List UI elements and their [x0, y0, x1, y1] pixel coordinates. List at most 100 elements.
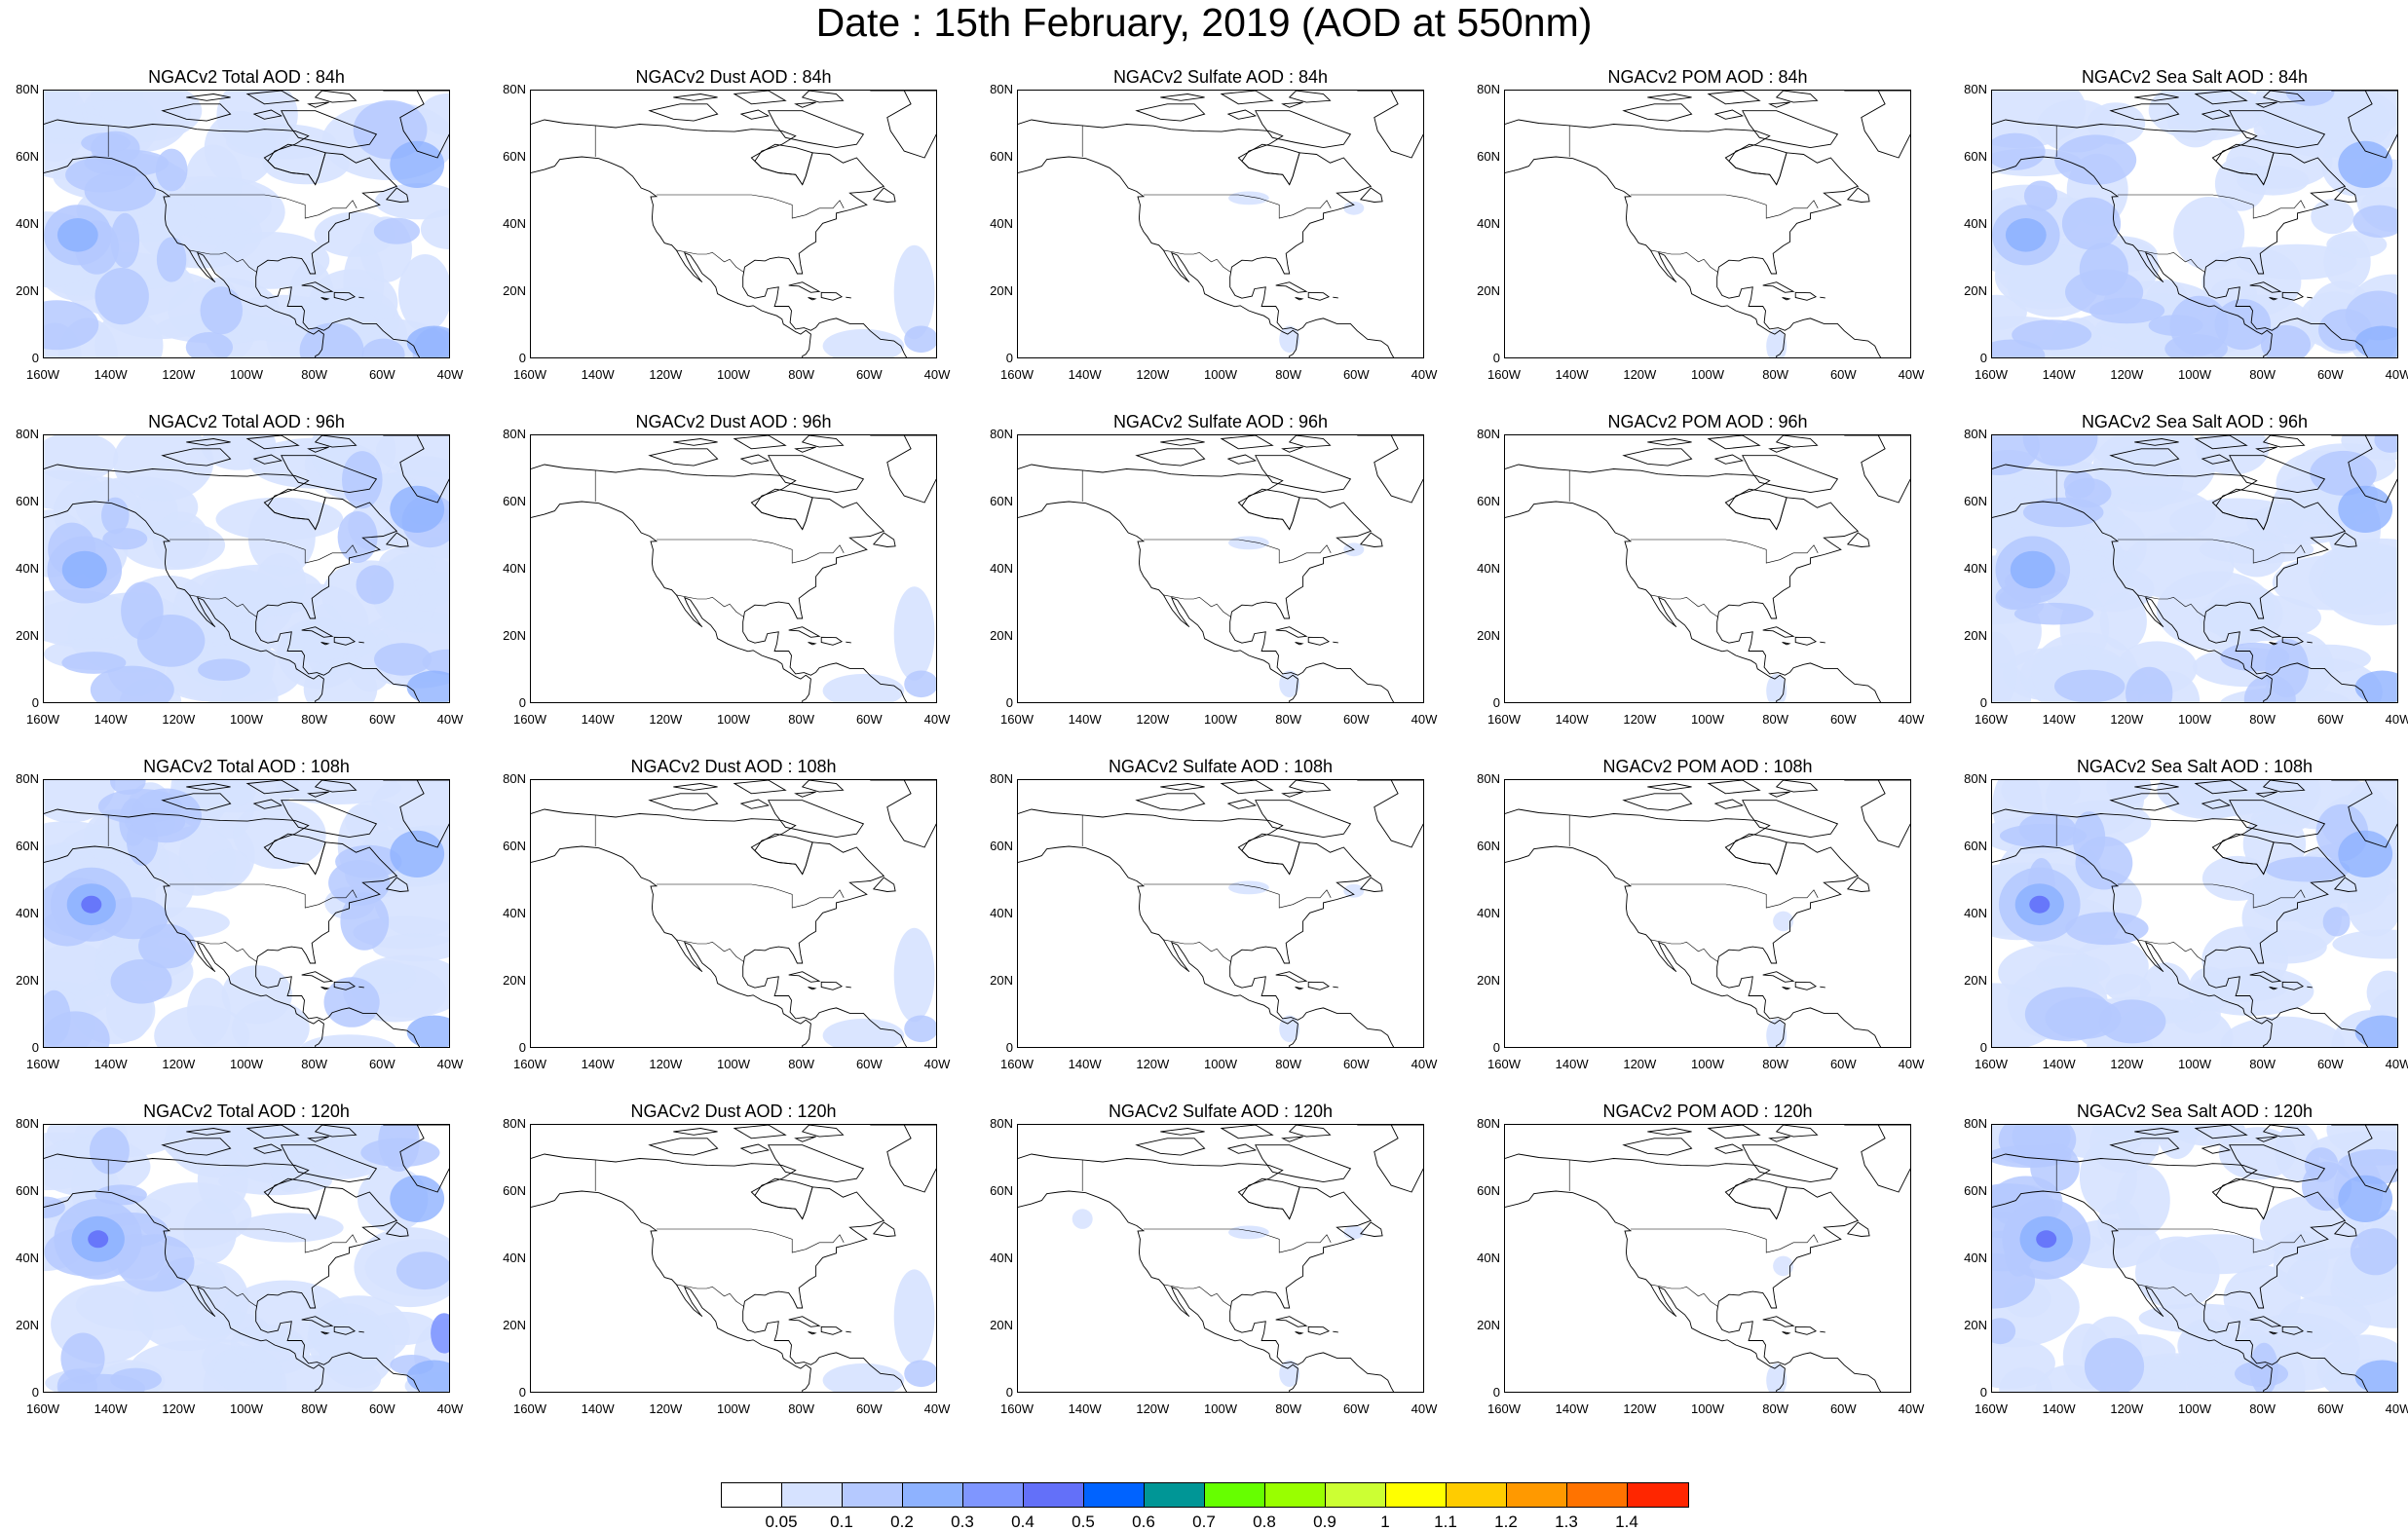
lon-tick-label: 160W — [26, 1057, 59, 1071]
island-coastline — [794, 791, 816, 798]
colorbar — [721, 1482, 1689, 1508]
island-coastline — [1288, 780, 1332, 793]
us-mexico-border — [1163, 594, 1231, 617]
coastlines — [1018, 435, 1423, 702]
aod-field — [1072, 1209, 1365, 1388]
map-panel: NGACv2 Dust AOD : 120h 80N 60N 40N 20N 0 160W 1… — [487, 1101, 980, 1432]
colorbar-label: 1.3 — [1555, 1512, 1578, 1531]
colorbar-label: 1.1 — [1434, 1512, 1457, 1531]
lon-tick-label: 80W — [2249, 712, 2276, 727]
lon-tick-label: 40W — [1898, 367, 1925, 382]
island-coastline — [1713, 799, 1745, 809]
island-coastline — [1794, 1326, 1818, 1335]
island-coastline — [2262, 780, 2306, 793]
lon-tick-label: 100W — [230, 1401, 263, 1416]
island-coastline — [1794, 636, 1818, 646]
hudson-bay-coastline — [1237, 143, 1300, 186]
lat-tick-label: 40N — [990, 1251, 1013, 1265]
lat-tick-label: 80N — [990, 82, 1013, 96]
island-coastline — [1160, 783, 1205, 791]
island-coastline — [648, 448, 719, 467]
lat-tick-label: 0 — [1492, 1385, 1500, 1400]
lat-tick-label: 60N — [1964, 494, 1987, 508]
lon-tick-label: 80W — [788, 1401, 815, 1416]
lat-tick-label: 60N — [16, 149, 39, 164]
us-canada-border — [169, 194, 357, 219]
lat-tick-label: 0 — [1492, 351, 1500, 365]
island-coastline — [1820, 986, 1825, 989]
aod-field — [1992, 1125, 2397, 1392]
island-coastline — [846, 1330, 851, 1333]
island-coastline — [1160, 1128, 1205, 1136]
island-coastline — [2109, 793, 2180, 811]
map-frame — [530, 779, 937, 1048]
map-frame — [1991, 90, 2398, 358]
lat-tick-label: 0 — [518, 695, 526, 710]
lon-tick-label: 100W — [1691, 1057, 1724, 1071]
lat-tick-label: 80N — [503, 427, 526, 441]
island-coastline — [1333, 986, 1338, 989]
aod-field — [44, 91, 449, 357]
lon-tick-label: 120W — [162, 1401, 196, 1416]
hudson-bay-coastline — [1237, 1177, 1300, 1220]
island-coastline — [801, 780, 845, 793]
lat-tick-label: 0 — [1005, 351, 1013, 365]
island-coastline — [2307, 296, 2313, 299]
panel-title: NGACv2 Total AOD : 84h — [148, 67, 345, 87]
island-coastline — [301, 971, 334, 983]
lon-tick-label: 60W — [2316, 1401, 2344, 1416]
map-panel: NGACv2 POM AOD : 84h 80N 60N 40N 20N 0 160W 140… — [1461, 66, 1954, 397]
us-mexico-border — [676, 594, 744, 617]
map-panel: NGACv2 Total AOD : 108h 80N 60N 40N 20N 0 160W… — [0, 756, 493, 1087]
lon-tick-label: 100W — [717, 1057, 750, 1071]
lon-tick-label: 60W — [855, 367, 883, 382]
lon-tick-label: 160W — [1975, 1401, 2008, 1416]
lat-tick-label: 40N — [1477, 216, 1500, 231]
us-canada-border — [2117, 1228, 2306, 1253]
aod-field — [1992, 435, 2397, 702]
lat-tick-label: 0 — [1979, 351, 1987, 365]
island-coastline — [1707, 780, 1761, 795]
colorbar-label: 0.8 — [1253, 1512, 1276, 1531]
colorbar-label: 1 — [1380, 1512, 1390, 1531]
island-coastline — [314, 91, 357, 103]
lon-tick-label: 40W — [1898, 712, 1925, 727]
lon-tick-label: 140W — [94, 712, 128, 727]
lat-tick-label: 40N — [990, 906, 1013, 920]
us-canada-border — [656, 1228, 845, 1253]
lon-tick-label: 140W — [94, 1057, 128, 1071]
hudson-bay-coastline — [2211, 143, 2275, 186]
map-panel: NGACv2 Sulfate AOD : 108h 80N 60N 40N 20N 0 16… — [974, 756, 1467, 1087]
lat-tick-label: 60N — [503, 1183, 526, 1198]
island-coastline — [1281, 446, 1303, 453]
lon-tick-label: 100W — [717, 367, 750, 382]
aod-field — [1228, 191, 1365, 354]
island-coastline — [358, 296, 364, 299]
island-coastline — [2331, 91, 2397, 159]
island-coastline — [1622, 793, 1693, 811]
island-coastline — [1742, 1144, 1839, 1183]
island-coastline — [2333, 187, 2357, 203]
island-coastline — [1647, 783, 1692, 791]
lat-tick-label: 80N — [503, 771, 526, 786]
lon-tick-label: 140W — [1555, 712, 1589, 727]
us-canada-border — [656, 194, 845, 219]
island-coastline — [1742, 800, 1839, 839]
lon-tick-label: 120W — [1623, 1057, 1657, 1071]
island-coastline — [281, 455, 378, 494]
lat-tick-label: 0 — [31, 1385, 39, 1400]
map-frame — [43, 779, 450, 1048]
island-coastline — [768, 800, 865, 839]
colorbar-label: 0.4 — [1011, 1512, 1035, 1531]
map-panel: NGACv2 Sea Salt AOD : 96h 80N 60N 40N 20N 0 16… — [1948, 411, 2408, 742]
colorbar-label: 0.2 — [890, 1512, 914, 1531]
island-coastline — [1846, 877, 1870, 892]
colorbar-swatch — [1628, 1483, 1688, 1507]
lat-tick-label: 0 — [31, 351, 39, 365]
island-coastline — [1226, 454, 1258, 465]
continent-coastline — [1505, 464, 1882, 702]
colorbar-swatch — [963, 1483, 1024, 1507]
island-coastline — [1281, 1136, 1303, 1142]
lon-tick-label: 160W — [1975, 367, 2008, 382]
lon-tick-label: 160W — [1487, 1057, 1521, 1071]
